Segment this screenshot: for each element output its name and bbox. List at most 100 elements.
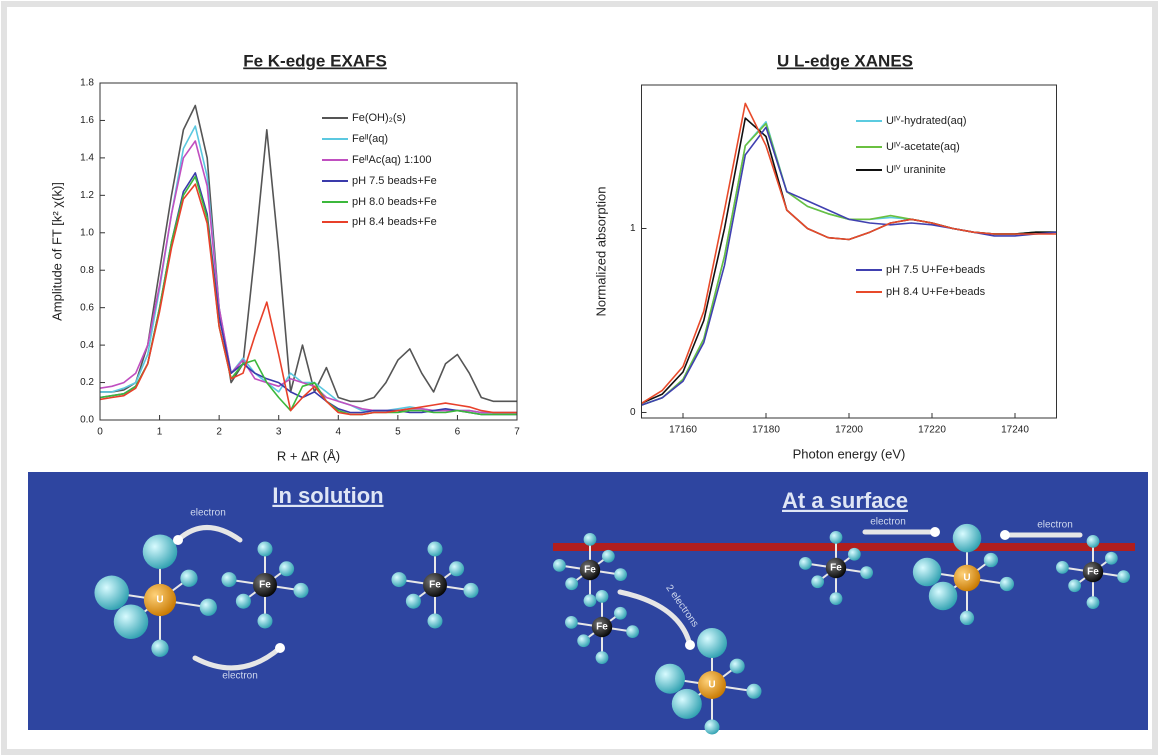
ligand-atom: [746, 683, 762, 699]
ligand-atom: [565, 577, 579, 591]
ligand-atom: [151, 639, 169, 657]
arrow-head: [173, 535, 183, 545]
x-tick-label: 17180: [752, 425, 780, 436]
center-atom: [825, 557, 847, 579]
legend-label: pH 8.4 U+Fe+beads: [886, 286, 986, 298]
ligand-atom: [614, 568, 627, 581]
legend-label: pH 7.5 U+Fe+beads: [886, 264, 986, 276]
ligand-atom: [553, 559, 566, 572]
ligand-atom: [1104, 551, 1118, 565]
center-atom: [698, 671, 726, 699]
ligand-atom: [655, 663, 685, 694]
y-tick-label: 1.8: [80, 78, 94, 89]
arrow-head: [930, 527, 940, 537]
data-line: [99, 175, 517, 416]
center-atom: [143, 583, 177, 617]
ligand-atom: [959, 610, 975, 626]
legend-label: Fe(OH)₂(s): [352, 112, 406, 124]
y-tick-label: 1.4: [80, 153, 94, 164]
ligand-atom: [697, 628, 727, 658]
diagram-title: At a surface: [782, 488, 908, 513]
y-tick-label: 0.8: [80, 265, 94, 276]
legend-label: pH 7.5 beads+Fe: [352, 175, 437, 187]
atom-label: Fe: [1087, 567, 1099, 578]
legend-label: Uᴵⱽ-acetate(aq): [886, 141, 960, 153]
y-axis-label: Amplitude of FT [k² χ(k)]: [49, 182, 64, 321]
arrow-head: [275, 643, 285, 653]
molecule: Fe: [391, 541, 479, 629]
y-tick-label: 1: [630, 223, 636, 234]
y-tick-label: 0.0: [80, 415, 94, 426]
x-tick-label: 0: [97, 427, 103, 438]
ligand-atom: [928, 581, 958, 611]
ligand-atom: [463, 582, 479, 598]
x-tick-label: 17240: [1001, 425, 1029, 436]
x-tick-label: 3: [276, 427, 282, 438]
data-line: [100, 104, 517, 403]
legend-label: pH 8.0 beads+Fe: [352, 196, 437, 208]
atom-label: Fe: [259, 580, 271, 591]
ligand-atom: [704, 719, 720, 735]
ligand-atom: [1086, 596, 1100, 609]
ligand-atom: [671, 688, 702, 719]
legend-label: FeᴵᴵAc(aq) 1:100: [352, 154, 432, 166]
arrow: [617, 589, 693, 648]
atom-label: Fe: [429, 580, 441, 591]
x-tick-label: 2: [216, 427, 222, 438]
ligand-atom: [1117, 570, 1130, 583]
ligand-atom: [912, 557, 942, 587]
center-atom: [1082, 561, 1104, 583]
plot-frame: [641, 84, 1057, 419]
ligand-atom: [729, 658, 745, 674]
molecule: Fe: [565, 590, 639, 664]
center-atom: [253, 573, 277, 597]
ligand-atom: [595, 590, 609, 603]
ligand-atom: [1086, 535, 1100, 548]
ligand-atom: [391, 572, 407, 588]
arrow: [175, 525, 243, 543]
x-tick-label: 17200: [835, 425, 863, 436]
y-tick-label: 1.6: [80, 115, 94, 126]
ligand-atom: [142, 534, 178, 569]
plot-frame: [99, 82, 518, 421]
atom-label: U: [156, 595, 163, 606]
y-tick-label: 0.4: [80, 340, 94, 351]
surface-bar: [553, 543, 1135, 551]
chart-title: U L-edge XANES: [777, 51, 913, 70]
ligand-atom: [601, 549, 615, 563]
molecule: U: [912, 523, 1015, 626]
ligand-atom: [180, 569, 198, 587]
atom-label: U: [963, 573, 970, 584]
arrow-head: [685, 640, 695, 650]
ligand-atom: [583, 533, 597, 546]
chart-title: Fe K-edge EXAFS: [243, 51, 387, 70]
arrow: [192, 645, 283, 671]
molecule: U: [94, 534, 217, 657]
atom-label: Fe: [596, 622, 608, 633]
ligand-atom: [1068, 579, 1082, 593]
ligand-atom: [799, 557, 812, 570]
ligand-atom: [427, 613, 443, 629]
y-tick-label: 1.2: [80, 190, 94, 201]
ligand-atom: [595, 651, 609, 664]
ligand-atom: [94, 575, 129, 611]
x-axis-label: R + ΔR (Å): [277, 448, 340, 463]
molecule: Fe: [553, 533, 627, 607]
ligand-atom: [583, 594, 597, 607]
x-tick-label: 5: [395, 427, 401, 438]
y-tick-label: 0: [630, 407, 636, 418]
x-tick-label: 1: [157, 427, 163, 438]
ligand-atom: [847, 547, 861, 561]
ligand-atom: [221, 572, 237, 588]
atom-label: Fe: [584, 565, 596, 576]
center-atom: [591, 616, 613, 638]
y-tick-label: 0.6: [80, 302, 94, 313]
ligand-atom: [829, 592, 843, 605]
ligand-atom: [860, 566, 873, 579]
x-tick-label: 6: [455, 427, 461, 438]
molecule: Fe: [1056, 535, 1130, 609]
data-line: [99, 183, 517, 416]
y-tick-label: 1.0: [80, 227, 94, 238]
